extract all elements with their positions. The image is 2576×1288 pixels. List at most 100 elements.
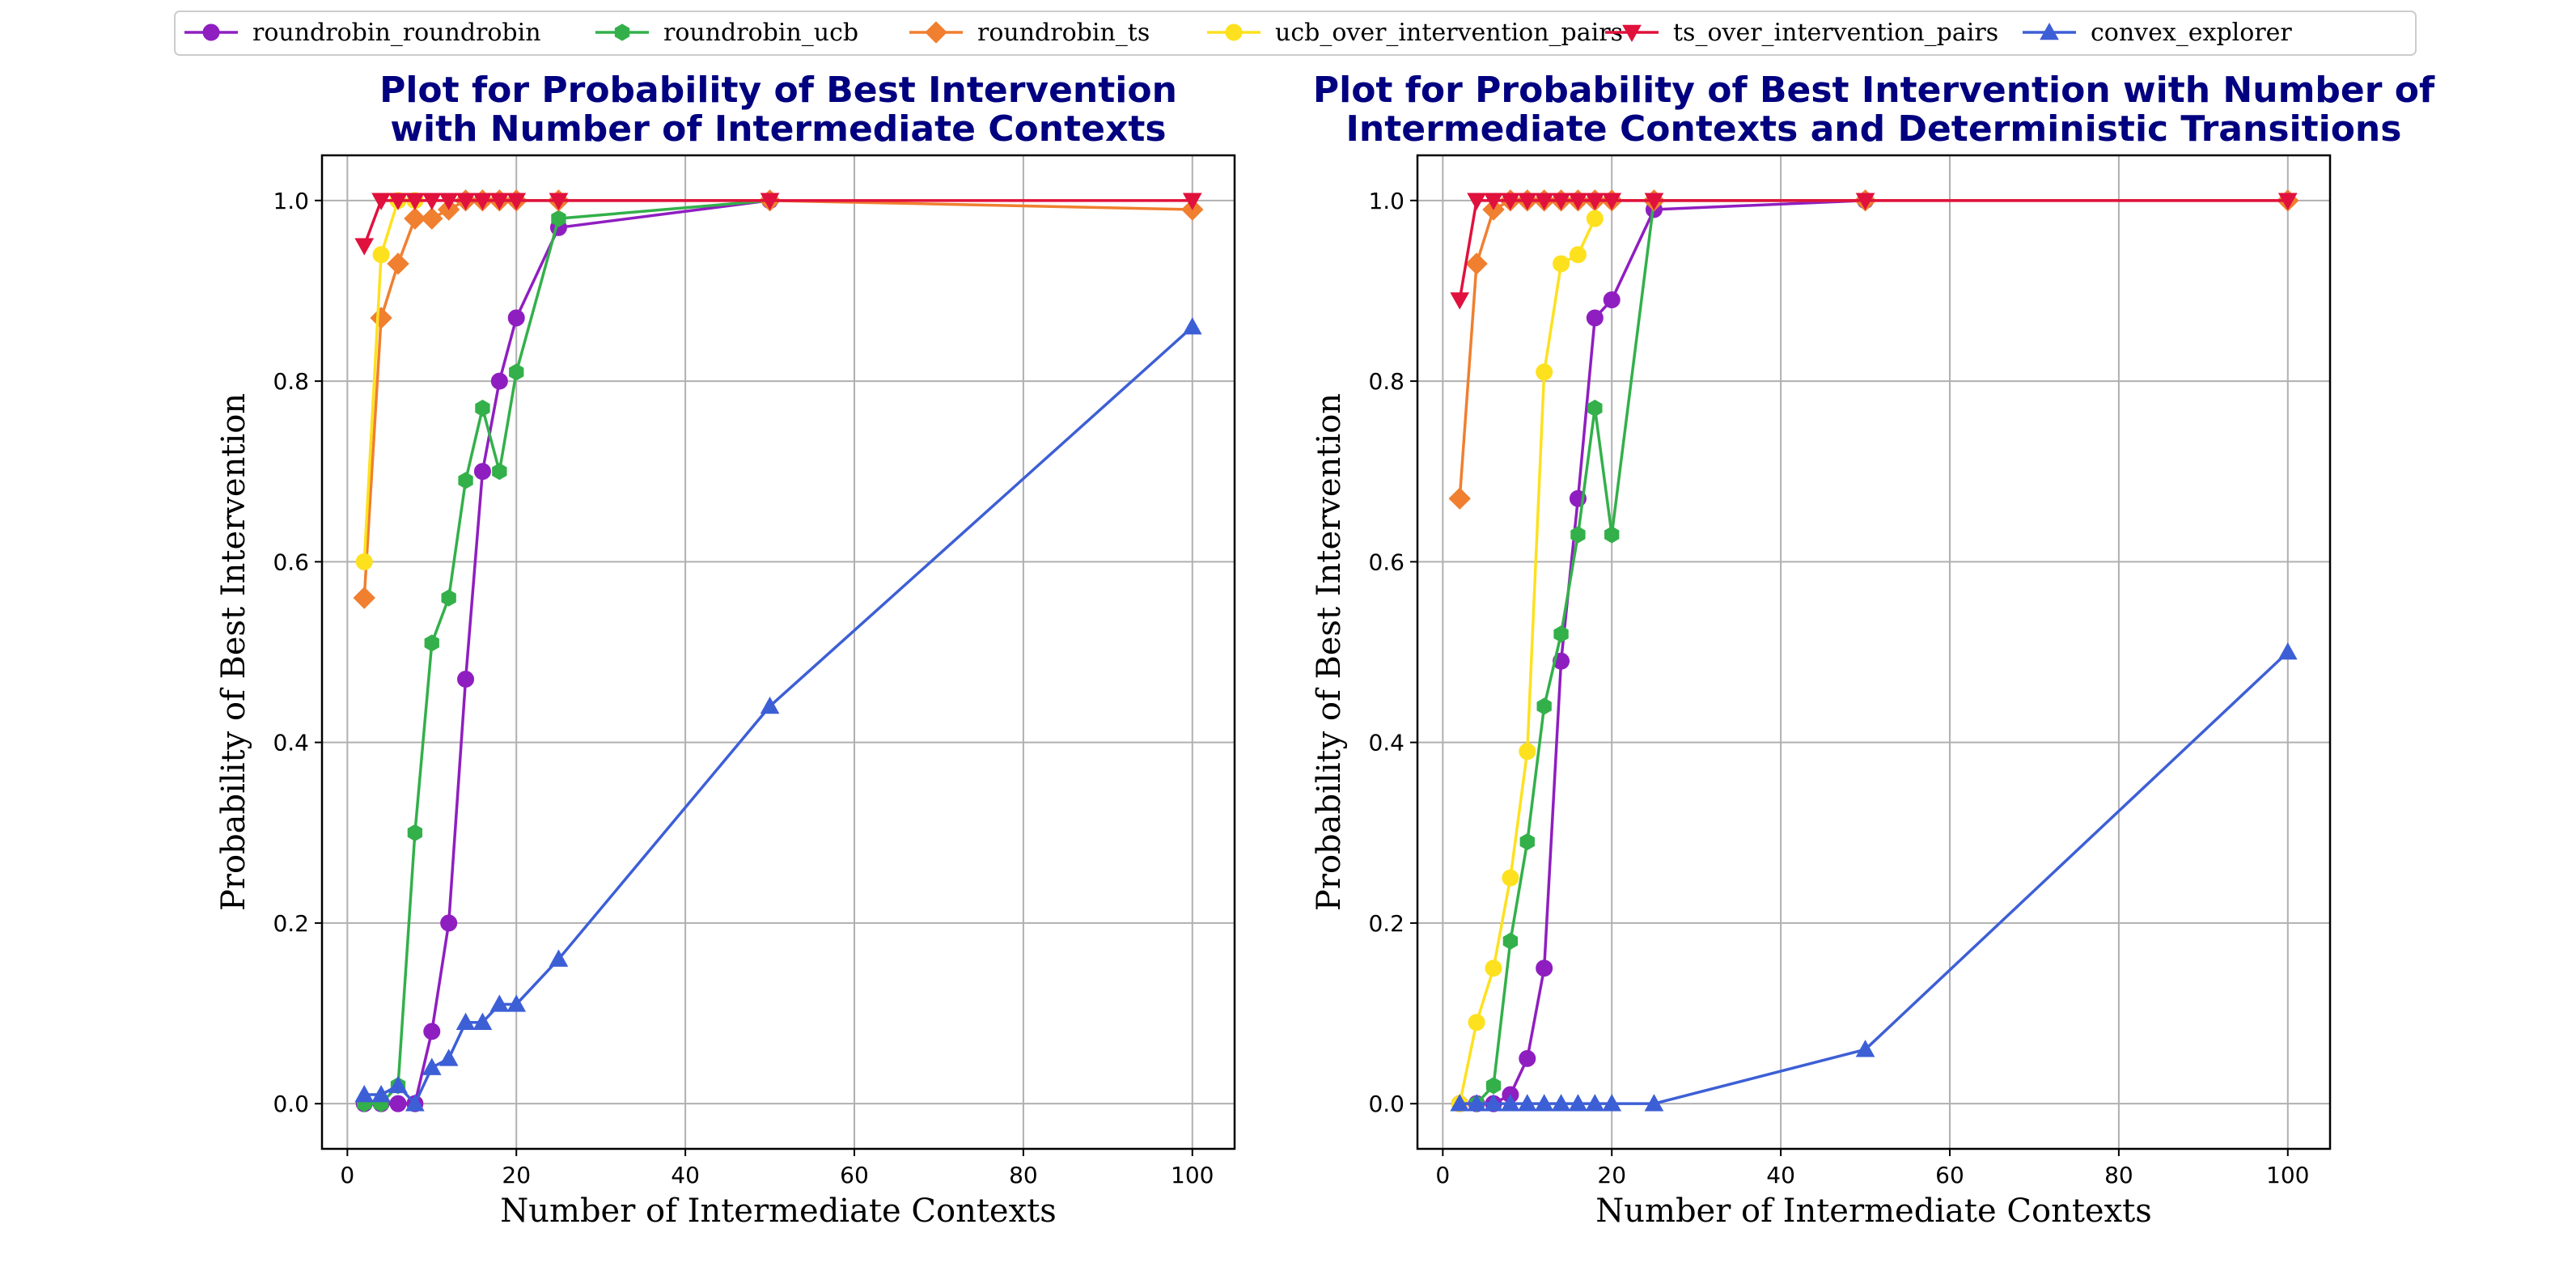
- ticks: 0 20 40 60 80 100 0.0 0.2 0.4 0.6 0.8 1.0: [273, 188, 1214, 1188]
- data-point-convex-explorer-12: [1534, 1094, 1554, 1112]
- data-point-convex-explorer-50: [1855, 1040, 1875, 1057]
- data-point-ts-over-intervention-pairs-8: [1501, 193, 1520, 210]
- series-group: [353, 189, 1204, 1112]
- data-point-roundrobin-roundrobin-10: [423, 1023, 441, 1040]
- data-point-convex-explorer-18: [489, 994, 510, 1012]
- data-point-roundrobin-ucb-10: [424, 634, 439, 652]
- data-point-roundrobin-roundrobin-12: [1536, 960, 1553, 977]
- series-line-convex-explorer: [1460, 650, 2289, 1105]
- data-point-convex-explorer-4: [1467, 1094, 1486, 1112]
- x-tick-label-0: 0: [340, 1162, 354, 1188]
- data-point-ts-over-intervention-pairs-8: [405, 193, 425, 210]
- legend-marker-roundrobin-ts: [925, 21, 947, 44]
- data-point-roundrobin-roundrobin-18: [490, 372, 508, 390]
- series-line-roundrobin-ucb: [1460, 199, 1866, 1105]
- data-point-ts-over-intervention-pairs-50: [1855, 193, 1875, 210]
- y-tick-label-0-4: 0.4: [1368, 730, 1405, 756]
- data-point-convex-explorer-100: [1182, 317, 1202, 335]
- data-point-ucb-over-intervention-pairs-12: [1536, 363, 1553, 381]
- data-point-convex-explorer-16: [472, 1012, 493, 1031]
- data-point-ts-over-intervention-pairs-6: [1484, 193, 1503, 210]
- x-tick-label-80: 80: [1009, 1162, 1038, 1188]
- data-point-convex-explorer-8: [1501, 1094, 1520, 1112]
- data-point-ucb-over-intervention-pairs-4: [372, 246, 390, 264]
- legend-frame: [174, 11, 2417, 56]
- data-point-ucb-over-intervention-pairs-16: [1569, 246, 1587, 264]
- series-line-roundrobin-ucb: [364, 199, 770, 1105]
- data-point-ts-over-intervention-pairs-2: [1450, 292, 1470, 310]
- data-point-ts-over-intervention-pairs-18: [489, 193, 510, 210]
- data-point-roundrobin-ts-4: [1465, 252, 1488, 275]
- data-point-ts-over-intervention-pairs-50: [760, 193, 780, 210]
- data-point-ucb-over-intervention-pairs-2: [355, 553, 373, 570]
- data-point-convex-explorer-18: [1585, 1094, 1605, 1112]
- data-point-roundrobin-ucb-10: [1519, 833, 1535, 851]
- data-point-roundrobin-roundrobin-16: [473, 463, 491, 481]
- axes-frame: [1416, 154, 2332, 1150]
- legend-marker-ts-over-intervention-pairs: [1622, 24, 1642, 43]
- x-tick-label-40: 40: [671, 1162, 700, 1188]
- legend-label-ucb-over-intervention-pairs: ucb_over_intervention_pairs: [1275, 19, 1623, 47]
- data-point-ts-over-intervention-pairs-2: [354, 238, 375, 256]
- y-tick-label-0-8: 0.8: [1368, 368, 1405, 395]
- chart-title-line-2: with Number of Intermediate Contexts: [390, 108, 1166, 150]
- data-point-ts-over-intervention-pairs-16: [472, 193, 493, 210]
- data-point-convex-explorer-25: [549, 949, 569, 967]
- data-point-roundrobin-ucb-16: [1570, 526, 1586, 544]
- series-line-roundrobin-ts: [362, 199, 1193, 599]
- series-group: [1448, 189, 2299, 1112]
- y-tick-label-1-0: 1.0: [273, 188, 309, 214]
- y-tick-label-0-6: 0.6: [273, 549, 309, 575]
- data-point-convex-explorer-8: [405, 1094, 425, 1112]
- data-point-convex-explorer-20: [1602, 1094, 1622, 1112]
- data-point-roundrobin-ucb-20: [1604, 526, 1620, 544]
- data-point-convex-explorer-25: [1644, 1094, 1664, 1112]
- series-roundrobin-roundrobin: [355, 192, 779, 1112]
- data-point-ts-over-intervention-pairs-16: [1568, 193, 1588, 210]
- series-convex-explorer: [354, 317, 1202, 1112]
- data-point-roundrobin-ucb-16: [475, 400, 490, 417]
- data-point-roundrobin-ts-6: [387, 252, 409, 275]
- y-axis-label: Probability of Best Intervention: [215, 393, 252, 911]
- legend-label-roundrobin-ucb: roundrobin_ucb: [663, 19, 858, 47]
- x-tick-label-20: 20: [502, 1162, 531, 1188]
- series-line-roundrobin-roundrobin: [364, 199, 770, 1105]
- data-point-convex-explorer-50: [760, 696, 780, 714]
- x-tick-label-40: 40: [1766, 1162, 1795, 1188]
- data-point-convex-explorer-2: [1450, 1094, 1470, 1112]
- data-point-ucb-over-intervention-pairs-8: [1502, 869, 1519, 887]
- data-point-ts-over-intervention-pairs-100: [2277, 193, 2298, 210]
- y-tick-label-1-0: 1.0: [1368, 188, 1405, 214]
- legend-label-roundrobin-roundrobin: roundrobin_roundrobin: [252, 19, 541, 47]
- data-point-roundrobin-roundrobin-12: [440, 914, 458, 932]
- data-point-ucb-over-intervention-pairs-18: [1586, 210, 1604, 227]
- data-point-ts-over-intervention-pairs-4: [1467, 193, 1486, 210]
- y-tick-label-0-0: 0.0: [1368, 1091, 1405, 1117]
- legend-marker-convex-explorer: [2040, 22, 2059, 40]
- y-tick-label-0-8: 0.8: [273, 368, 309, 395]
- data-point-convex-explorer-2: [354, 1084, 375, 1103]
- x-tick-label-0: 0: [1435, 1162, 1450, 1188]
- grid: [322, 155, 1235, 1149]
- data-point-ts-over-intervention-pairs-20: [1602, 193, 1622, 210]
- data-point-convex-explorer-14: [455, 1012, 476, 1031]
- series-roundrobin-roundrobin: [1451, 192, 1875, 1112]
- data-point-convex-explorer-6: [1484, 1094, 1503, 1112]
- x-tick-label-100: 100: [2266, 1162, 2309, 1188]
- data-point-ts-over-intervention-pairs-100: [1182, 193, 1202, 210]
- x-tick-label-20: 20: [1597, 1162, 1626, 1188]
- ticks: 0 20 40 60 80 100 0.0 0.2 0.4 0.6 0.8 1.0: [1368, 188, 2309, 1188]
- data-point-ts-over-intervention-pairs-14: [1551, 193, 1571, 210]
- data-point-roundrobin-ucb-8: [407, 824, 423, 841]
- y-axis-label: Probability of Best Intervention: [1311, 393, 1348, 911]
- legend-marker-ucb-over-intervention-pairs: [1225, 23, 1243, 41]
- y-tick-label-0-6: 0.6: [1368, 549, 1405, 575]
- chart-title-line-1: Plot for Probability of Best Interventio…: [379, 70, 1177, 111]
- data-point-roundrobin-ucb-20: [509, 363, 524, 381]
- data-point-ts-over-intervention-pairs-10: [1517, 193, 1537, 210]
- data-point-ts-over-intervention-pairs-20: [506, 193, 527, 210]
- data-point-ts-over-intervention-pairs-4: [371, 193, 391, 210]
- data-point-roundrobin-ucb-14: [1553, 625, 1569, 643]
- data-point-roundrobin-ts-2: [1448, 487, 1471, 510]
